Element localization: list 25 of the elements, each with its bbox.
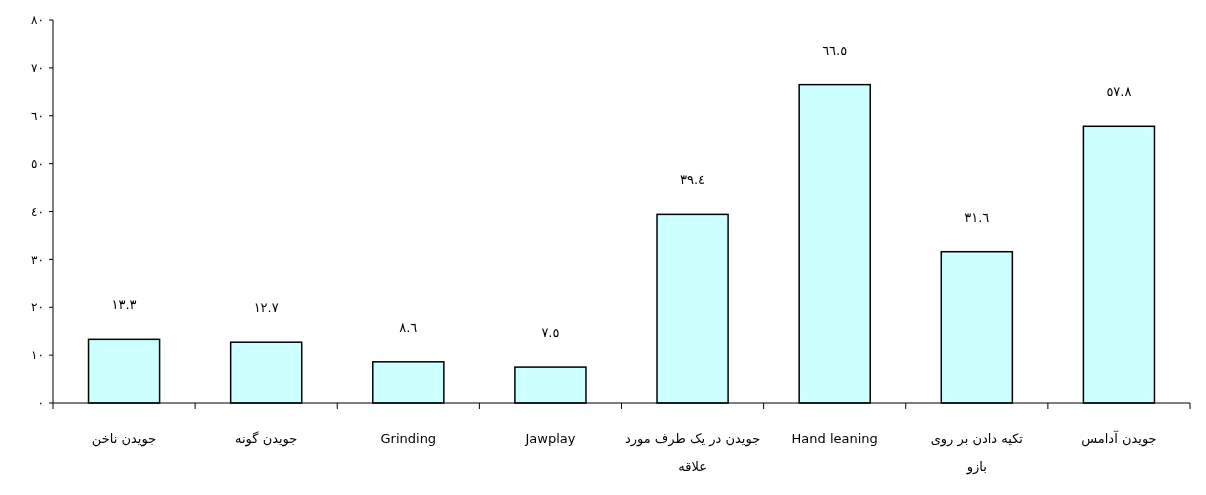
x-tick-label: Jawplay [524, 431, 576, 446]
x-tick-label: Grinding [380, 431, 437, 446]
data-label: ٦٦.٥ [822, 42, 848, 58]
x-tick-label: جویدن گونه [235, 431, 298, 447]
y-tick-label: ٤٠ [31, 204, 44, 219]
x-tick-label: جویدن ناخن [91, 431, 157, 447]
y-tick-label: ٠ [37, 396, 44, 411]
data-label: ١٣.٣ [111, 297, 137, 313]
data-label: ٣١.٦ [964, 209, 990, 225]
y-tick-label: ٧٠ [31, 61, 44, 76]
y-tick-label: ٦٠ [31, 108, 44, 123]
y-tick-label: ١٠ [31, 348, 44, 363]
y-tick-label: ٥٠ [31, 156, 44, 171]
data-label: ٣٩.٤ [680, 172, 706, 188]
data-label: ١٢.٧ [253, 300, 279, 316]
y-tick-label: ٢٠ [31, 300, 44, 315]
x-tick-label: Hand leaning [791, 431, 878, 446]
y-tick-label: ٣٠ [31, 252, 44, 267]
data-label: ٥٧.٨ [1106, 84, 1132, 100]
x-tick-label: جویدن در یک طرف مورد علاقه [624, 431, 761, 474]
data-label: ٧.٥ [541, 325, 560, 341]
x-tick-label: تکیه دادن بر روی بازو [930, 431, 1024, 475]
y-tick-label: ٨٠ [31, 13, 44, 28]
data-label: ٨.٦ [399, 319, 418, 335]
x-tick-label: جویدن آدامس [1081, 430, 1157, 447]
